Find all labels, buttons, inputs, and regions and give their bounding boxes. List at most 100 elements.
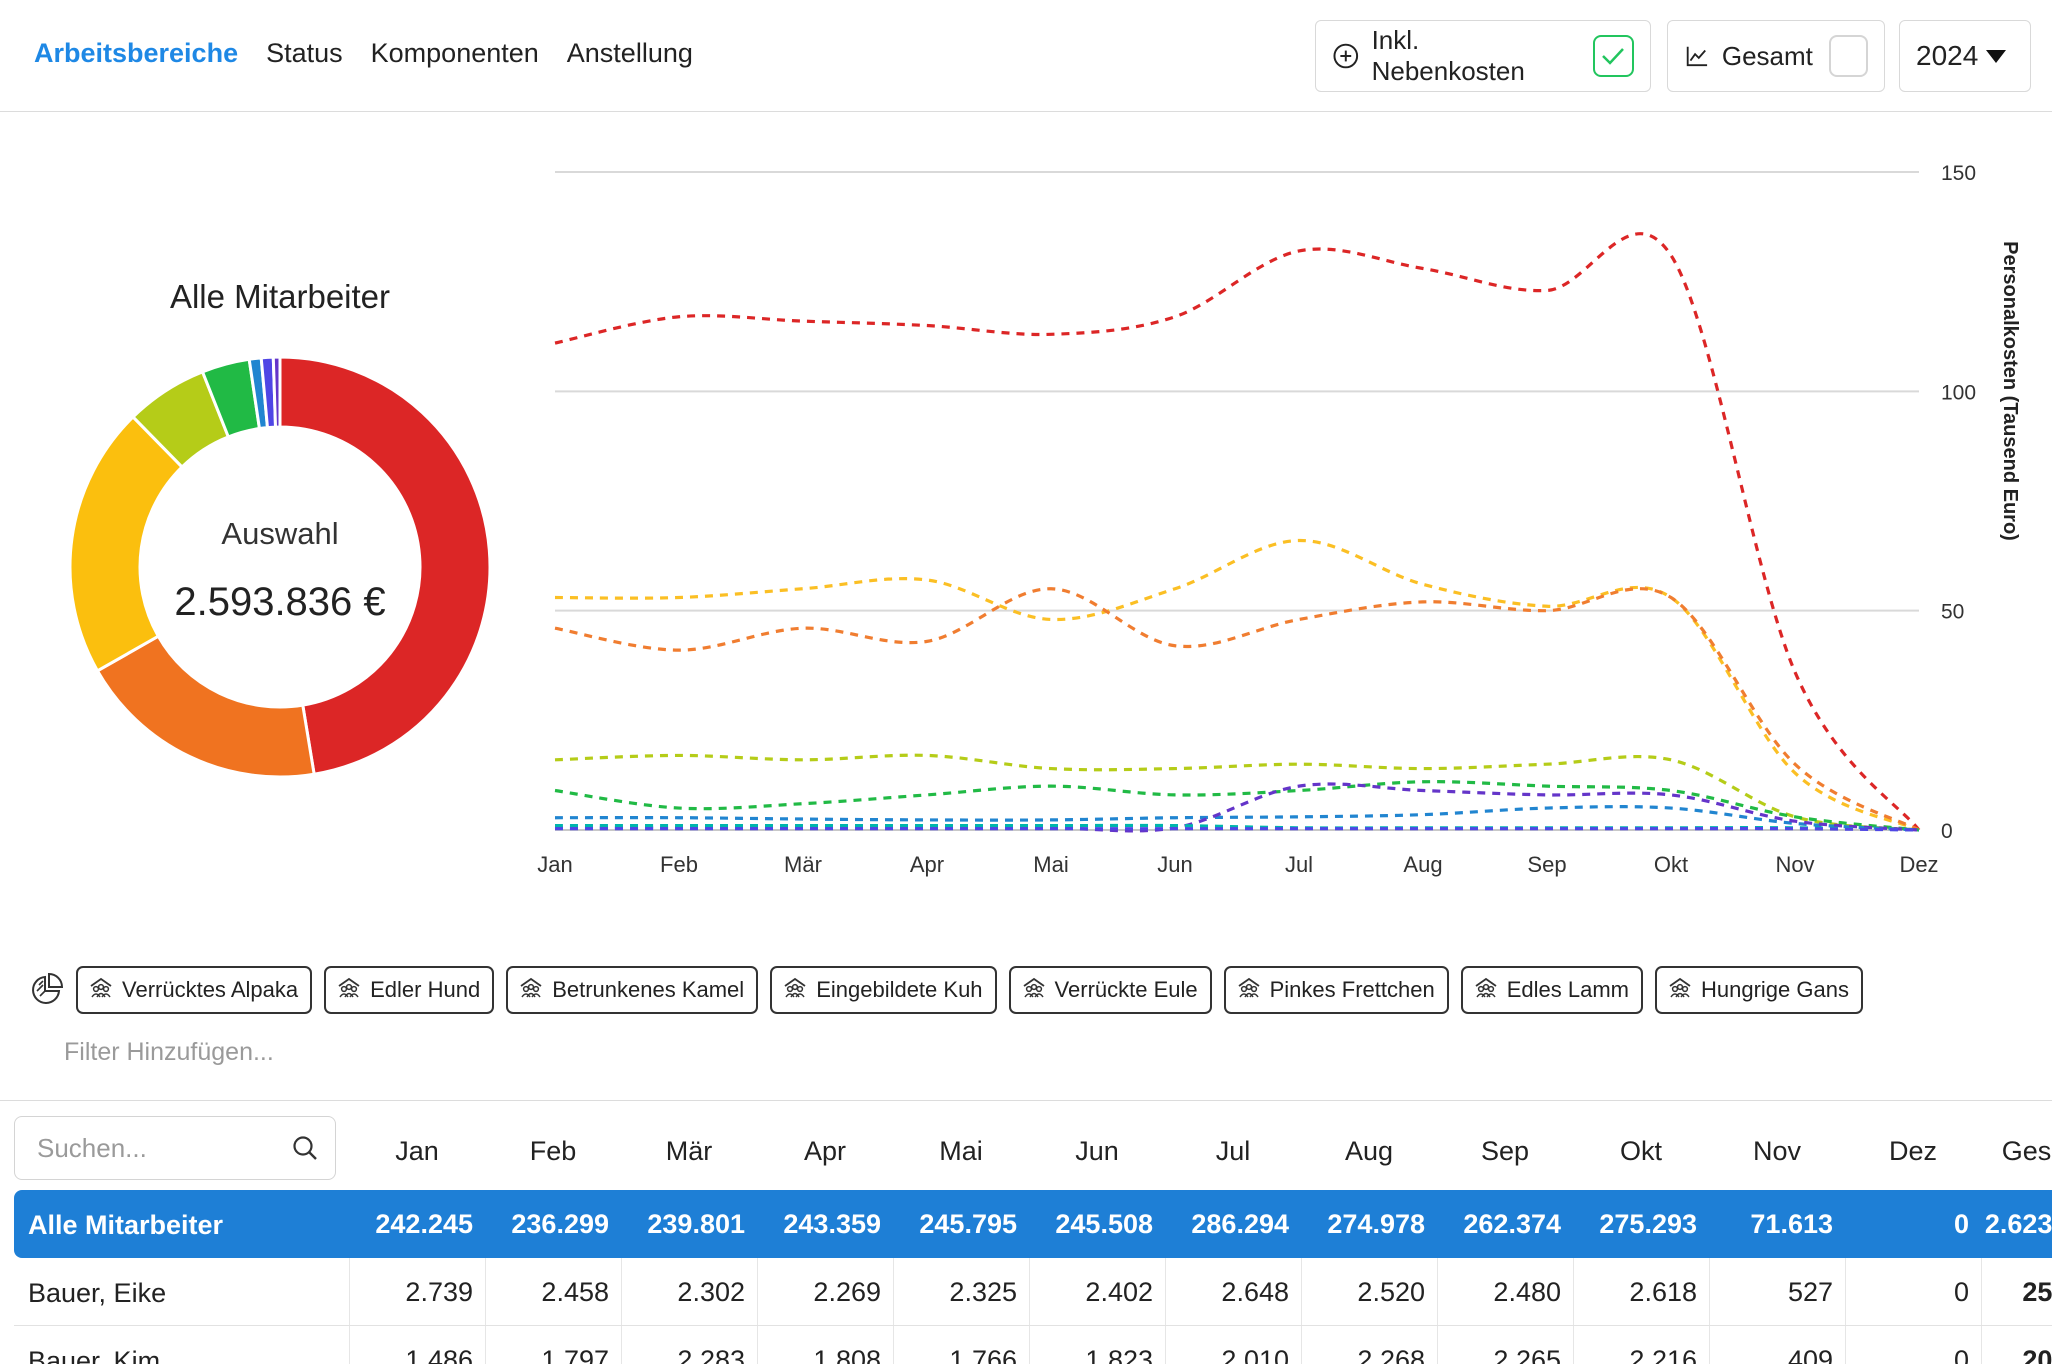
team-icon (1667, 976, 1693, 1004)
table-header: Jan Feb Mär Apr Mai Jun Jul Aug Sep Okt Nov Dez Gesa… (349, 1136, 2052, 1167)
y-tick-label: 100 (1941, 381, 1976, 404)
donut-center-label: Auswahl (221, 516, 339, 551)
filter-chip[interactable]: Hungrige Gans (1654, 966, 1863, 1014)
gesamt-checkbox[interactable] (1828, 35, 1868, 77)
column-header[interactable]: Mär (665, 1136, 713, 1166)
x-tick-label: Jul (1285, 852, 1313, 877)
series-line[interactable] (555, 782, 1920, 833)
table-cell: 527 (1709, 1258, 1845, 1325)
search-input[interactable] (37, 1132, 277, 1164)
series-line[interactable] (554, 753, 1920, 832)
table-cell: 236.299 (511, 1209, 609, 1239)
pie-filter-icon[interactable] (30, 972, 64, 1006)
column-header[interactable]: Apr (803, 1136, 847, 1166)
section-divider (0, 1100, 2052, 1101)
table-cell: 262.374 (1463, 1209, 1561, 1239)
y-axis-label: Personalkosten (Tausend Euro) (1999, 241, 2021, 541)
table-cell: 1.486 (349, 1326, 485, 1364)
series-line[interactable] (554, 805, 1920, 832)
table-cell: 243.359 (783, 1209, 881, 1239)
series-line[interactable] (554, 538, 1920, 832)
nebenkosten-checkbox[interactable] (1592, 35, 1634, 77)
column-header[interactable]: Gesamt (2001, 1136, 2052, 1166)
team-icon (1021, 976, 1047, 1004)
table-cell: 245.508 (1055, 1209, 1153, 1239)
gesamt-toggle[interactable]: Gesamt (1667, 20, 1885, 92)
y-tick-label: 50 (1941, 601, 1964, 624)
filter-chip-label: Verrücktes Alpaka (122, 977, 299, 1002)
table-row[interactable]: Bauer, Kim 1.486 1.797 2.283 1.808 1.766 1.823… (14, 1326, 2052, 1364)
table-cell: 71.613 (1750, 1209, 1833, 1239)
top-bar: Arbeitsbereiche Status Komponenten Anste… (0, 0, 2052, 112)
series-line[interactable] (554, 587, 1920, 832)
table-cell: 1.808 (757, 1326, 893, 1364)
column-header[interactable]: Aug (1344, 1136, 1394, 1166)
table-row[interactable]: Bauer, Eike 2.739 2.458 2.302 2.269 2.325 2.40… (14, 1258, 2052, 1326)
table-cell: 275.293 (1599, 1209, 1697, 1239)
filter-chip[interactable]: Eingebildete Kuh (770, 966, 997, 1014)
column-header[interactable]: Jun (1075, 1136, 1119, 1166)
table-search[interactable] (14, 1116, 336, 1180)
column-header[interactable]: Nov (1752, 1136, 1801, 1166)
filter-chip-label: Edles Lamm (1506, 977, 1629, 1002)
table-cell: 2.458 (485, 1258, 621, 1325)
x-tick-label: Sep (1527, 852, 1566, 877)
total-row-cells: 242.245 236.299 239.801 243.359 245.795 245.5… (349, 1190, 2052, 1258)
filter-chip-label: Edler Hund (370, 977, 481, 1002)
filter-chip[interactable]: Verrücktes Alpaka (76, 966, 313, 1014)
table-cell: 1.766 (893, 1326, 1029, 1364)
table-total-row[interactable]: Alle Mitarbeiter 242.245 236.299 239.801 24… (14, 1190, 2052, 1258)
x-tick-label: Mär (784, 852, 822, 877)
table-cell: 2.480 (1437, 1258, 1573, 1325)
table-cell: 1.823 (1029, 1326, 1165, 1364)
table-cell: 0 (1845, 1258, 1981, 1325)
column-header[interactable]: Jul (1215, 1136, 1251, 1166)
x-tick-label: Jun (1157, 852, 1192, 877)
search-icon[interactable] (291, 1134, 319, 1162)
checkmark-icon (1602, 48, 1625, 65)
nav-tab-komponenten[interactable]: Komponenten (370, 38, 539, 68)
column-header[interactable]: Sep (1480, 1136, 1530, 1166)
table-cell: 2.302 (621, 1258, 757, 1325)
filter-chip[interactable]: Edles Lamm (1460, 966, 1643, 1014)
donut-segment[interactable] (95, 634, 316, 779)
filter-chip-label: Betrunkenes Kamel (552, 977, 745, 1002)
donut-center-value: 2.593.836 € (174, 580, 386, 624)
filter-chip-label: Eingebildete Kuh (816, 977, 983, 1002)
column-header[interactable]: Dez (1888, 1136, 1937, 1166)
donut-segment[interactable] (271, 355, 282, 429)
x-tick-label: Dez (1899, 852, 1938, 877)
filter-chip[interactable]: Edler Hund (324, 966, 495, 1014)
team-icon (336, 976, 362, 1004)
nebenkosten-toggle[interactable]: Inkl. Nebenkosten (1315, 20, 1651, 92)
column-header[interactable]: Jan (395, 1136, 439, 1166)
column-header[interactable]: Mai (939, 1136, 983, 1166)
nav-tab-status[interactable]: Status (266, 38, 343, 68)
table-cell: 245.795 (919, 1209, 1017, 1239)
filter-chips: Verrücktes Alpaka Edler Hund Betrunkenes K… (76, 966, 1863, 1014)
caret-down-icon (1986, 49, 2007, 63)
series-line[interactable] (555, 826, 1920, 832)
filter-chip-label: Verrückte Eule (1054, 977, 1198, 1002)
table-cell: 2.268 (1301, 1326, 1437, 1364)
column-header[interactable]: Okt (1619, 1136, 1662, 1166)
nav-tab-anstellung[interactable]: Anstellung (566, 38, 693, 68)
filter-input[interactable] (64, 1030, 564, 1074)
team-icon (518, 976, 544, 1004)
filter-chip-label: Pinkes Frettchen (1269, 977, 1435, 1002)
series-line[interactable] (554, 780, 1920, 832)
filter-chip[interactable]: Betrunkenes Kamel (506, 966, 759, 1014)
table-cell: 2.520 (1301, 1258, 1437, 1325)
table-cell: 2.739 (349, 1258, 485, 1325)
filter-chip[interactable]: Verrückte Eule (1008, 966, 1212, 1014)
series-line[interactable] (554, 232, 1921, 831)
filter-chip[interactable]: Pinkes Frettchen (1223, 966, 1449, 1014)
nebenkosten-label: Inkl. Nebenkosten (1371, 25, 1525, 86)
table-cell: 409 (1709, 1326, 1845, 1364)
donut-chart (68, 355, 492, 779)
year-select[interactable]: 2024 (1899, 20, 2031, 92)
table-cell: 242.245 (375, 1209, 473, 1239)
column-header[interactable]: Feb (529, 1136, 577, 1166)
donut-segment[interactable] (278, 355, 492, 776)
nav-tab-arbeitsbereiche[interactable]: Arbeitsbereiche (34, 38, 239, 68)
